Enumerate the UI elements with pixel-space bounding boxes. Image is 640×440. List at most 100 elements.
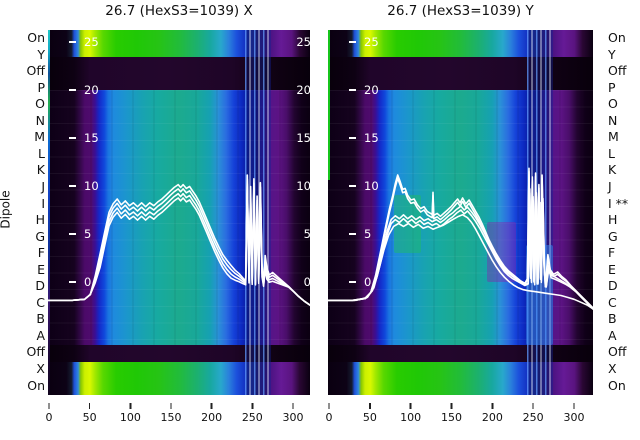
x-tick-label: 250 [522, 411, 544, 424]
row-label-k: K [608, 162, 617, 178]
x-tick-mark [292, 403, 294, 409]
row-label-l: L [38, 145, 45, 161]
row-label-n: N [35, 112, 45, 128]
heatmap-panel-y: 25 20 15 10 5 0 [328, 30, 593, 395]
profile-curves-y [328, 167, 593, 310]
row-label-off: Off [26, 63, 45, 79]
x-tick-label: 300 [563, 411, 585, 424]
row-label-c: C [608, 294, 617, 310]
x-tick-mark [573, 403, 575, 409]
row-label-m: M [34, 129, 45, 145]
y-axis-label-dipole: Dipole [0, 190, 13, 229]
panel-title-x: 26.7 (HexS3=1039) X [105, 3, 253, 19]
x-profile-bundle [48, 187, 310, 306]
green-edge-line [328, 30, 330, 180]
heatmap-band-off-bottom [328, 345, 593, 362]
row-label-h: H [35, 212, 45, 228]
x-tick: 50 [363, 403, 377, 424]
x-tick-mark [328, 403, 330, 409]
row-label-c: C [36, 294, 45, 310]
heatmap-panel-x: 25 20 15 10 5 0 25 20 15 10 5 0 [48, 30, 310, 395]
row-label-b: B [36, 311, 45, 327]
x-tick: 150 [160, 403, 181, 424]
row-label-o: O [35, 96, 45, 112]
row-label-on: On [608, 30, 626, 45]
row-label-n: N [608, 112, 618, 128]
row-label-g: G [608, 228, 618, 244]
x-tick-label: 100 [400, 411, 422, 424]
row-label-i-: I ** [608, 195, 629, 211]
row-label-j: J [41, 178, 45, 194]
x-tick-mark [210, 403, 213, 409]
y-profile-c [328, 214, 593, 310]
x-tick-label: 50 [362, 411, 377, 424]
x-tick-label: 200 [481, 411, 503, 424]
x-tick: 0 [326, 403, 333, 424]
row-label-on: On [608, 377, 626, 393]
x-tick-mark [251, 403, 254, 409]
x-tick-label: 300 [282, 411, 304, 424]
y-profile-a [328, 167, 593, 309]
x-tick-label: 200 [201, 411, 223, 424]
profile-curves-x [48, 174, 310, 306]
row-label-e: E [37, 261, 45, 277]
row-label-a: A [608, 327, 617, 343]
row-label-f: F [37, 245, 45, 261]
x-tick-mark [491, 403, 494, 409]
x-tick-label: 0 [45, 411, 53, 424]
row-label-x: X [608, 361, 617, 376]
x-tick-mark [48, 403, 50, 409]
x-profile-bundle [48, 183, 310, 306]
x-tick-label: 50 [82, 411, 97, 424]
row-label-y: Y [37, 46, 45, 62]
row-label-on: On [27, 30, 45, 45]
x-tick-label: 0 [325, 411, 333, 424]
x-tick-mark [532, 403, 534, 409]
x-tick-label: 150 [441, 411, 462, 424]
left-edge-stripe [48, 30, 50, 395]
x-tick: 100 [400, 403, 421, 424]
row-label-p: P [37, 79, 45, 95]
x-tick: 300 [564, 403, 585, 424]
row-label-d: D [608, 278, 618, 294]
x-tick-mark [129, 403, 132, 409]
row-label-y: Y [608, 46, 616, 62]
row-label-e: E [608, 261, 616, 277]
row-label-k: K [36, 162, 45, 178]
x-tick: 150 [441, 403, 462, 424]
row-label-m: M [608, 129, 619, 145]
x-tick-mark [450, 403, 453, 409]
row-label-x: X [36, 361, 45, 376]
row-label-j: J [608, 178, 612, 194]
row-label-h: H [608, 212, 618, 228]
x-tick-mark [369, 403, 371, 409]
row-label-a: A [36, 327, 45, 343]
row-label-f: F [608, 245, 616, 261]
row-label-on: On [27, 377, 45, 393]
heatmap-band-off-bottom [48, 345, 310, 362]
x-tick: 200 [201, 403, 222, 424]
row-label-off: Off [608, 63, 627, 79]
row-label-b: B [608, 311, 617, 327]
x-tick-label: 250 [241, 411, 263, 424]
x-tick: 200 [482, 403, 503, 424]
x-profile-bundle [48, 174, 310, 306]
panel-title-y: 26.7 (HexS3=1039) Y [387, 3, 534, 19]
row-label-p: P [608, 79, 616, 95]
x-tick: 250 [523, 403, 544, 424]
row-label-o: O [608, 96, 618, 112]
y-profile-b [328, 192, 593, 310]
row-label-g: G [35, 228, 45, 244]
row-label-d: D [35, 278, 45, 294]
x-tick-mark [409, 403, 412, 409]
row-label-i: I [41, 195, 45, 211]
x-tick: 100 [120, 403, 141, 424]
x-tick-mark [88, 403, 91, 409]
x-tick-mark [170, 403, 172, 409]
x-tick: 50 [83, 403, 97, 424]
y-profile-a [328, 170, 593, 309]
x-tick: 0 [46, 403, 53, 424]
x-tick-label: 100 [119, 411, 141, 424]
x-tick: 300 [282, 403, 303, 424]
